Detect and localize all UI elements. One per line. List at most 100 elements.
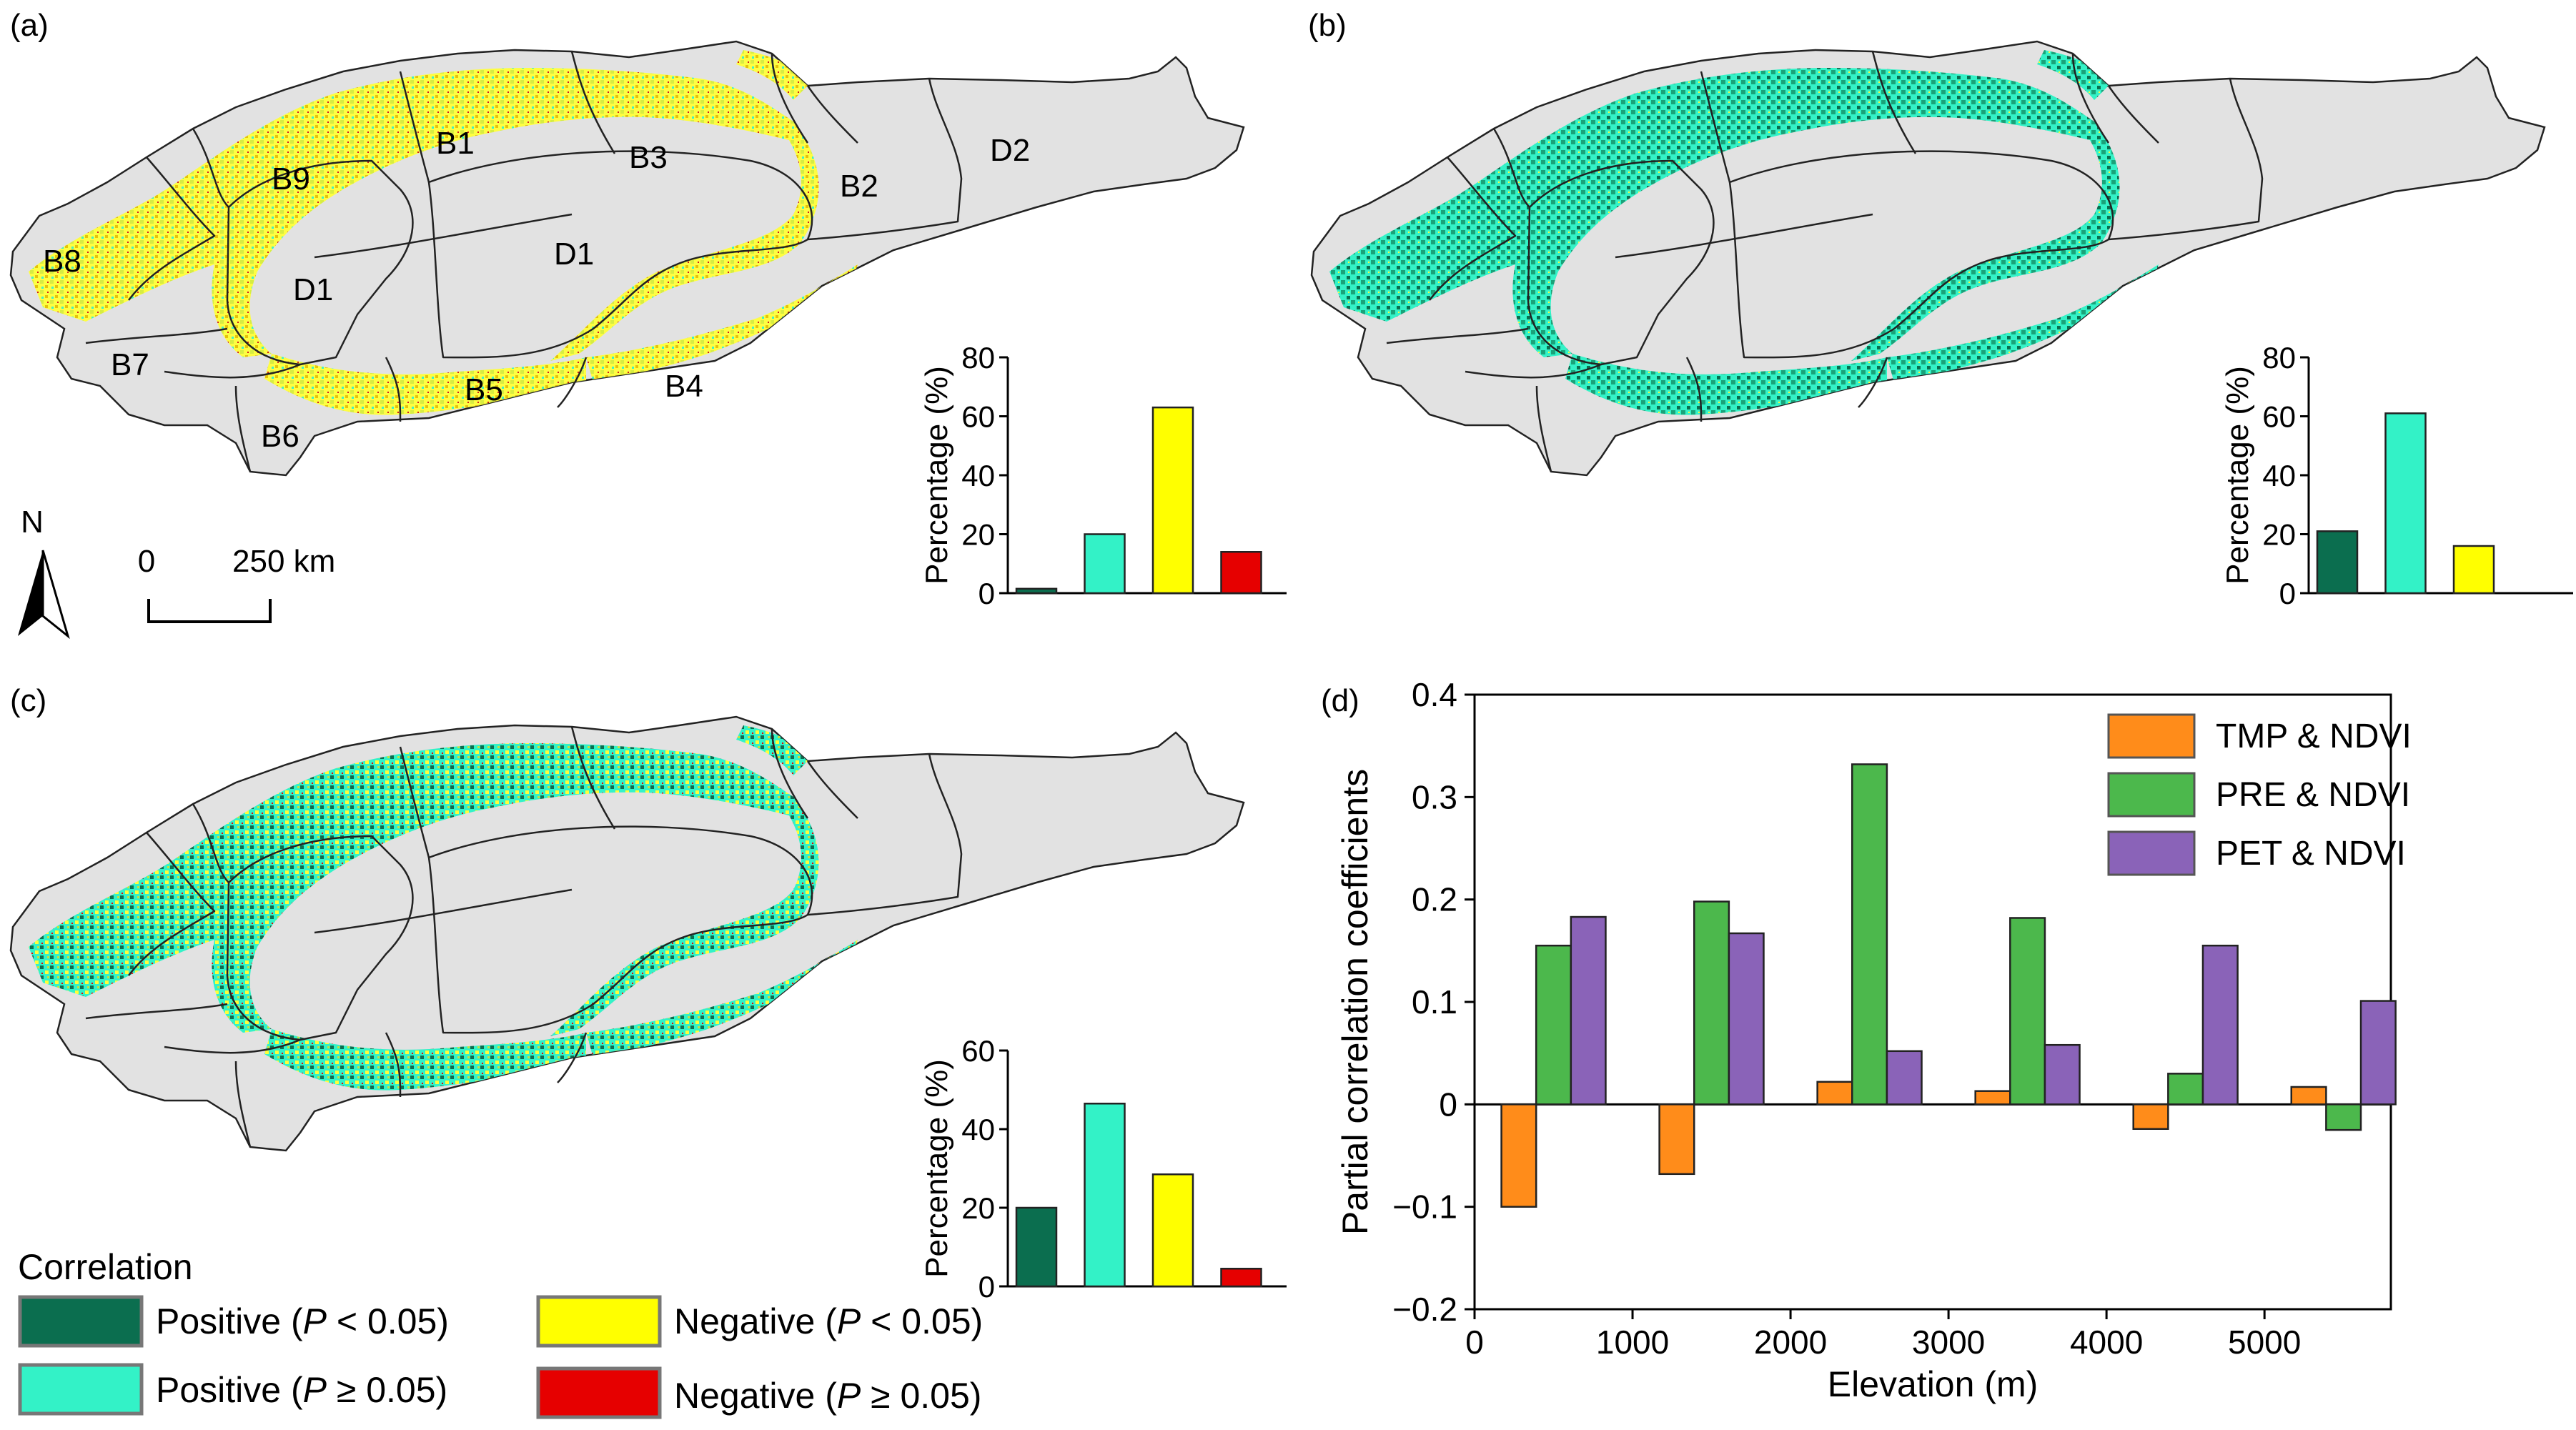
y-tick-label: 0 — [979, 577, 995, 610]
north-arrow: N — [18, 505, 70, 640]
x-tick-label: 0 — [1465, 1324, 1484, 1361]
region-labels: B1 B2 B3 B4 B5 B6 B7 B8 B9 D1 D1 D2 — [43, 126, 1030, 454]
y-tick-label: 20 — [2262, 518, 2296, 552]
panel-a-map: (a) B1 B2 B3 B4 B5 B6 B7 B8 B9 D1 D1 D2 … — [9, 8, 1245, 640]
y-tick-label: 60 — [2262, 400, 2296, 434]
bar-pre-3500 — [2009, 917, 2046, 1106]
y-tick-label: 0 — [979, 1270, 995, 1304]
bar-positive-significant — [1015, 587, 1058, 595]
panel-d-label: (d) — [1321, 683, 1359, 718]
x-tick-label: 5000 — [2228, 1324, 2301, 1361]
panel-c-map: (c) — [9, 683, 1245, 1152]
bar-pet-4500 — [2201, 944, 2239, 1106]
x-tick-label: 1000 — [1596, 1324, 1669, 1361]
y-tick-label: −0.1 — [1392, 1188, 1457, 1226]
panel-b-map: (b) — [1308, 8, 2546, 477]
legend-swatch-negative-nonsignificant — [536, 1366, 662, 1419]
region-label-d1-east: D1 — [554, 237, 594, 272]
y-tick-label: 80 — [961, 341, 995, 374]
bar-pet-500 — [1570, 915, 1607, 1106]
x-tick-label: 3000 — [1912, 1324, 1985, 1361]
y-tick-label: 60 — [961, 400, 995, 434]
bar-positive-nonsignificant — [1084, 1103, 1126, 1288]
bar-tmp-5500 — [2290, 1086, 2327, 1106]
bar-pet-2500 — [1886, 1050, 1923, 1106]
y-tick-label: −0.2 — [1392, 1291, 1457, 1328]
y-tick-label: 80 — [2262, 341, 2296, 374]
region-label-b3: B3 — [629, 140, 668, 175]
bar-pre-1500 — [1693, 900, 1730, 1106]
bar-pet-1500 — [1728, 932, 1765, 1106]
legend-label-negative-nonsignificant: Negative (P ≥ 0.05) — [674, 1376, 981, 1416]
region-label-b5: B5 — [465, 372, 503, 407]
y-tick-label: 60 — [961, 1034, 995, 1068]
x-axis-label: Elevation (m) — [1828, 1364, 2038, 1404]
region-label-b7: B7 — [111, 347, 149, 382]
y-tick-label: 0.2 — [1412, 881, 1457, 918]
y-tick-label: 0.3 — [1412, 778, 1457, 815]
bar-tmp-1500 — [1658, 1103, 1695, 1176]
bar-pre-2500 — [1851, 763, 1888, 1106]
legend-item-positive-significant: Positive (P < 0.05) — [18, 1295, 449, 1348]
bar-pre-4500 — [2167, 1073, 2204, 1106]
legend-label-pet: PET & NDVI — [2216, 835, 2406, 873]
y-tick-label: 0.4 — [1412, 676, 1457, 713]
region-label-b9: B9 — [272, 162, 310, 197]
bar-negative-significant — [2452, 545, 2495, 595]
legend-label-negative-significant: Negative (P < 0.05) — [674, 1301, 983, 1341]
correlation-legend: Correlation Positive (P < 0.05) Positive… — [18, 1247, 983, 1419]
bar-pre-500 — [1535, 944, 1572, 1106]
region-label-d1-west: D1 — [293, 272, 333, 307]
chart-legend: TMP & NDVI PRE & NDVI PET & NDVI — [2107, 713, 2412, 876]
region-label-b4: B4 — [665, 369, 703, 404]
bar-tmp-2500 — [1816, 1081, 1853, 1106]
bar-tmp-3500 — [1974, 1090, 2011, 1106]
region-label-b2: B2 — [840, 169, 878, 204]
north-arrow-label: N — [21, 505, 44, 540]
legend-swatch-tmp — [2107, 713, 2196, 759]
panel-a-label: (a) — [10, 8, 49, 43]
bar-pet-5500 — [2359, 1000, 2397, 1106]
legend-swatch-pre — [2107, 772, 2196, 818]
partial-correlation-chart: −0.2 −0.1 0 0.1 0.2 0.3 0.4 0 1000 2000 3000 4000 50… — [1335, 676, 2412, 1404]
y-axis-label: Partial correlation coefficients — [1335, 769, 1375, 1235]
y-axis-label: Percentage (%) — [919, 1059, 954, 1278]
x-tick-label: 4000 — [2070, 1324, 2143, 1361]
region-label-b8: B8 — [43, 244, 81, 279]
region-label-b6: B6 — [261, 419, 299, 454]
bar-positive-nonsignificant — [2384, 412, 2427, 595]
region-label-b1: B1 — [436, 126, 475, 161]
scale-bar-start: 0 — [138, 544, 155, 579]
panel-c-label: (c) — [10, 683, 46, 718]
bar-positive-significant — [1015, 1206, 1058, 1288]
legend-swatch-pet — [2107, 830, 2196, 876]
bar-tmp-4500 — [2132, 1103, 2169, 1130]
legend-item-positive-nonsignificant: Positive (P ≥ 0.05) — [18, 1363, 447, 1416]
legend-title: Correlation — [18, 1247, 193, 1287]
scale-bar-end: 250 km — [232, 544, 335, 579]
y-tick-label: 40 — [961, 459, 995, 492]
bar-pet-3500 — [2044, 1043, 2081, 1106]
legend-item-negative-nonsignificant: Negative (P ≥ 0.05) — [536, 1366, 981, 1419]
legend-label-positive-significant: Positive (P < 0.05) — [156, 1301, 449, 1341]
bar-positive-nonsignificant — [1084, 533, 1126, 595]
region-label-d2: D2 — [990, 133, 1030, 168]
legend-label-positive-nonsignificant: Positive (P ≥ 0.05) — [156, 1370, 447, 1410]
bar-pre-5500 — [2325, 1103, 2362, 1131]
x-tick-label: 2000 — [1754, 1324, 1827, 1361]
y-tick-label: 20 — [961, 518, 995, 552]
y-axis-label: Percentage (%) — [2220, 366, 2255, 585]
bar-negative-significant — [1151, 406, 1194, 595]
legend-swatch-positive-significant — [18, 1295, 144, 1348]
y-axis-label: Percentage (%) — [919, 366, 954, 585]
legend-label-pre: PRE & NDVI — [2216, 776, 2410, 814]
bar-tmp-500 — [1500, 1103, 1537, 1208]
legend-label-tmp: TMP & NDVI — [2216, 718, 2412, 755]
legend-item-negative-significant: Negative (P < 0.05) — [536, 1295, 983, 1348]
bar-negative-significant — [1151, 1173, 1194, 1288]
y-tick-label: 0.1 — [1412, 983, 1457, 1021]
legend-swatch-positive-nonsignificant — [18, 1363, 144, 1416]
